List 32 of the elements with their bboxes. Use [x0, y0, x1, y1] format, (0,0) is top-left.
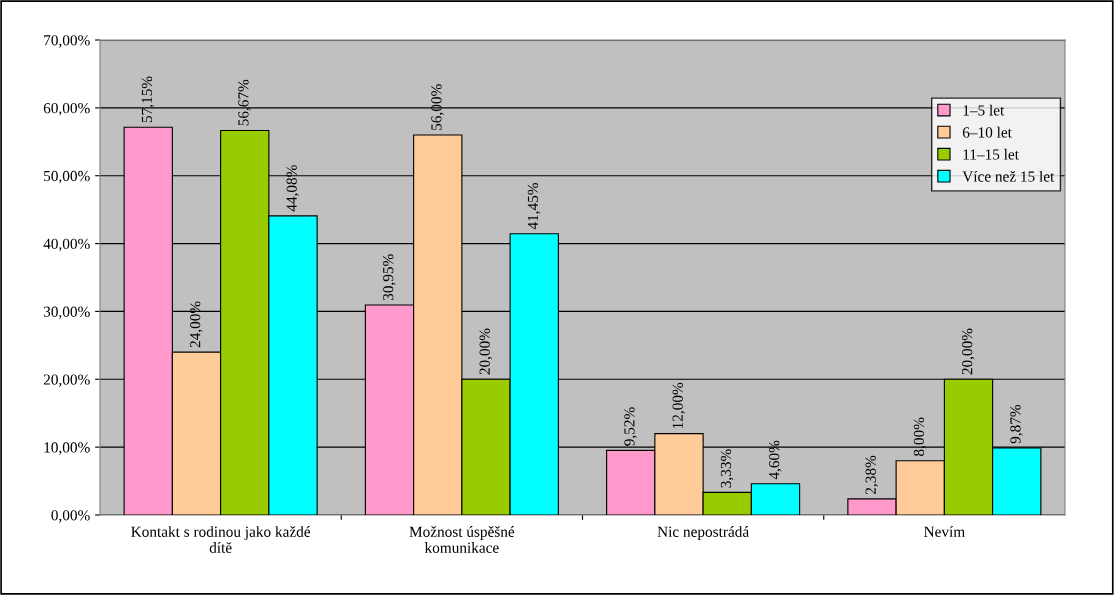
data-label: 44,08% — [286, 165, 300, 212]
x-tick-label: Možnost úspěšné komunikace — [409, 526, 515, 553]
data-label: 30,95% — [383, 254, 396, 301]
data-label: 12,00% — [672, 382, 686, 429]
data-label: 9,87% — [1010, 404, 1023, 444]
legend-label: 11–15 let — [963, 148, 1019, 160]
data-label: 41,45% — [527, 182, 541, 230]
y-tick-label: 60,00% — [43, 103, 90, 116]
y-tick-label: 20,00% — [43, 374, 90, 387]
data-label: 4,60% — [769, 440, 782, 480]
data-label: 24,00% — [190, 301, 203, 348]
legend-label: 1–5 let — [963, 104, 1005, 116]
y-tick-label: 70,00% — [44, 35, 90, 48]
data-label: 8,00% — [913, 417, 927, 456]
x-tick-label: Nevím — [924, 526, 965, 537]
data-label: 56,00% — [431, 84, 444, 130]
data-label: 56,67% — [238, 79, 251, 126]
y-tick-label: 30,00% — [43, 306, 90, 320]
y-tick-label: 40,00% — [43, 238, 90, 252]
y-tick-label: 50,00% — [44, 170, 90, 184]
x-tick-label: Nic nepostrádá — [657, 526, 749, 540]
data-label: 57,15% — [141, 76, 155, 123]
legend-label: 6–10 let — [962, 126, 1012, 138]
data-label: 9,52% — [624, 407, 637, 446]
y-tick-label: 10,00% — [44, 442, 90, 455]
data-label: 20,00% — [479, 328, 493, 375]
legend-label: Více než 15 let — [962, 170, 1055, 182]
y-tick-label: 0,00% — [51, 510, 90, 523]
x-tick-label: Kontakt s rodinou jako každé dítě — [131, 526, 311, 553]
data-label: 3,33% — [720, 449, 734, 488]
data-label: 20,00% — [962, 328, 975, 375]
data-label: 2,38% — [865, 455, 879, 495]
